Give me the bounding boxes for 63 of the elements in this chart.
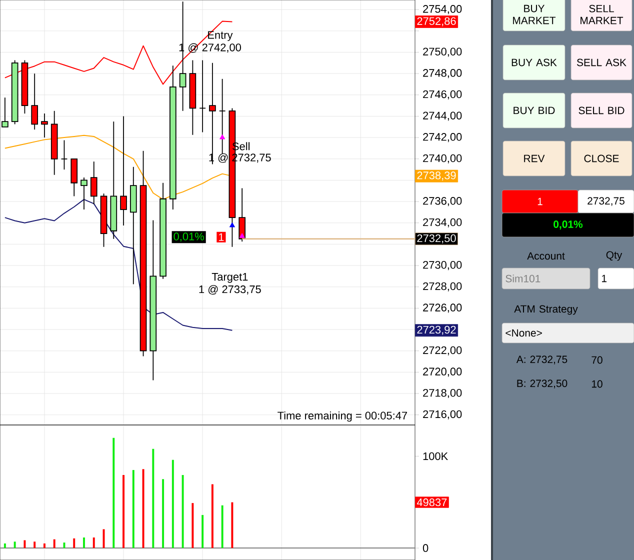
candlestick (70, 158, 78, 197)
ref-line-label: 2732,50 (417, 234, 456, 244)
y-tick-label: 2740,00 (423, 154, 462, 164)
annotation: 1 @ 2733,75 (199, 285, 261, 295)
y-tick-label: 2728,00 (423, 282, 462, 292)
text: CLOSE (584, 154, 619, 162)
candlestick (90, 161, 98, 205)
text: SELL MARKET (580, 4, 624, 24)
candlestick (41, 113, 48, 138)
text: A: 2732,75 (516, 356, 568, 364)
candlestick (218, 78, 226, 154)
candlestick (120, 116, 127, 226)
text: SELL BID (578, 106, 624, 114)
text: Qty (606, 251, 622, 261)
annotation: Target1 (212, 273, 248, 283)
text: 2732,75 (588, 197, 624, 206)
annotation: 1 (218, 233, 224, 241)
text: Sim101 (506, 274, 540, 282)
candlestick (60, 140, 68, 170)
point (229, 222, 236, 228)
candlestick (80, 177, 88, 210)
y-tick-label: 2730,00 (423, 261, 462, 270)
text: 1 (602, 274, 606, 282)
annotation: 49837 (416, 498, 447, 506)
candlestick (31, 73, 38, 130)
text: BUY MARKET (513, 4, 556, 24)
text: 1 (538, 198, 542, 206)
text: Time remaining = 00:05:47 (278, 411, 408, 422)
text: B: 2732,50 (517, 380, 568, 388)
y-tick-label: 2744,00 (423, 112, 462, 121)
candlestick (209, 62, 216, 165)
y-tick-label: 2748,00 (423, 69, 462, 78)
y-tick-label: 2720,00 (423, 368, 462, 377)
y-tick-label: 2742,00 (423, 133, 462, 142)
y-tick-label: 2726,00 (423, 304, 462, 313)
text: 0,01% (554, 220, 583, 230)
y-tick-label: 2736,00 (423, 197, 462, 206)
y-tick-label: 2754,00 (423, 5, 462, 14)
text: 2738,39 (417, 172, 456, 181)
y-tick-label: 2718,00 (423, 389, 462, 398)
text: ATM Strategy (514, 305, 578, 315)
text: 2752,86 (417, 17, 456, 26)
text: BUY ASK (512, 58, 557, 66)
y-tick-label: 2722,00 (423, 346, 462, 356)
text: 10 (592, 380, 602, 388)
text: BUY BID (514, 106, 555, 114)
point (239, 233, 245, 238)
point (220, 134, 226, 140)
text: Account (527, 252, 565, 260)
y-tick-label: 2750,00 (423, 48, 462, 57)
text: 70 (592, 356, 602, 364)
y-tick-label: 2716,00 (423, 410, 462, 420)
annotation: 0,01% (174, 232, 204, 242)
text: REV (524, 154, 545, 162)
y-tick-label: 2734,00 (423, 218, 462, 228)
text: 2723,92 (417, 326, 456, 335)
text: SELL ASK (576, 58, 626, 66)
annotation: Entry (208, 31, 233, 42)
text: <None> (506, 329, 542, 337)
y-tick-label: 0 (422, 544, 428, 552)
y-tick-label: 100K (423, 452, 448, 460)
candlestick (199, 60, 206, 133)
y-tick-label: 2746,00 (423, 90, 462, 100)
